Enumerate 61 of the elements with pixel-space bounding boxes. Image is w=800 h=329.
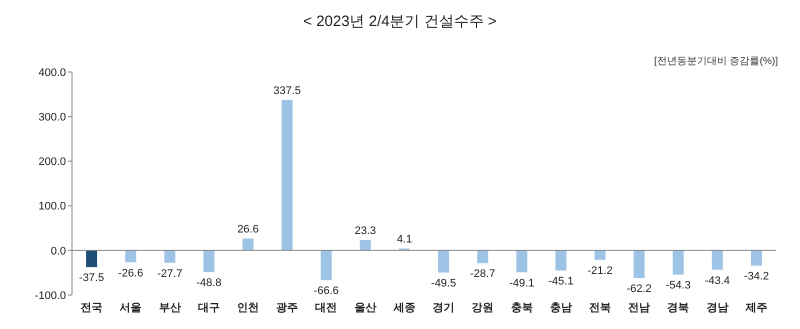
data-label: -26.6 <box>118 267 144 280</box>
data-label: -21.2 <box>587 264 613 277</box>
x-tick-label: 광주 <box>276 302 298 314</box>
y-tick-label: 300.0 <box>38 112 66 124</box>
bar <box>672 250 684 275</box>
x-tick-label: 인천 <box>237 302 259 314</box>
data-label: -27.7 <box>157 268 182 280</box>
x-tick-label: 서울 <box>120 302 142 314</box>
bar <box>438 250 450 272</box>
data-label: -34.2 <box>744 270 770 283</box>
x-tick-label: 강원 <box>472 302 494 314</box>
data-label: 23.3 <box>354 225 376 238</box>
data-label: -28.7 <box>470 268 496 280</box>
x-tick-label: 경기 <box>432 302 455 314</box>
x-tick-label: 충북 <box>510 302 533 314</box>
data-label: -54.3 <box>666 280 691 292</box>
data-label: 337.5 <box>273 84 301 97</box>
y-tick-label: 400.0 <box>38 66 66 79</box>
x-tick-label: 경남 <box>706 302 728 314</box>
x-tick-label: 울산 <box>354 302 376 314</box>
x-tick-label: 전남 <box>628 302 650 314</box>
bar <box>516 250 528 272</box>
x-tick-label: 대전 <box>315 302 338 314</box>
data-label: -66.6 <box>314 285 339 298</box>
chart-title: < 2023년 2/4분기 건설수주 > <box>302 12 498 31</box>
text: [전년동분기대비 증감률(%)] <box>654 55 778 68</box>
x-tick-label: 부산 <box>158 302 181 314</box>
bar <box>282 100 293 250</box>
bar <box>86 250 98 268</box>
bar <box>712 250 723 270</box>
bar <box>555 250 566 271</box>
bar <box>164 250 176 263</box>
data-label: -45.1 <box>548 276 574 288</box>
y-tick-label: 100.0 <box>38 200 66 213</box>
data-label: -62.2 <box>626 283 652 296</box>
x-tick-label: 세종 <box>392 302 416 314</box>
bar <box>750 250 762 266</box>
data-label: -49.1 <box>509 277 534 290</box>
x-tick-label: 충남 <box>550 302 572 314</box>
bar <box>203 250 214 272</box>
y-tick-label: -100.0 <box>34 290 66 302</box>
data-label: 26.6 <box>237 224 259 236</box>
x-tick-label: 전국 <box>80 302 103 314</box>
bar <box>594 250 606 260</box>
bar <box>242 238 254 250</box>
bar <box>634 250 645 278</box>
data-label: -49.5 <box>431 277 456 290</box>
bar <box>125 250 136 262</box>
y-tick-label: 0.0 <box>50 245 66 258</box>
y-tick-label: 200.0 <box>38 156 66 168</box>
x-tick-label: 경북 <box>667 302 690 314</box>
data-label: 4.1 <box>396 234 412 246</box>
data-label: -48.8 <box>196 277 222 290</box>
bar <box>320 250 332 280</box>
x-tick-label: 전북 <box>589 302 611 314</box>
bar <box>360 240 371 250</box>
data-label: -37.5 <box>79 272 104 284</box>
x-tick-label: 대구 <box>198 302 220 314</box>
x-tick-label: 제주 <box>744 302 768 314</box>
data-label: -43.4 <box>704 274 730 287</box>
bar <box>477 250 488 264</box>
